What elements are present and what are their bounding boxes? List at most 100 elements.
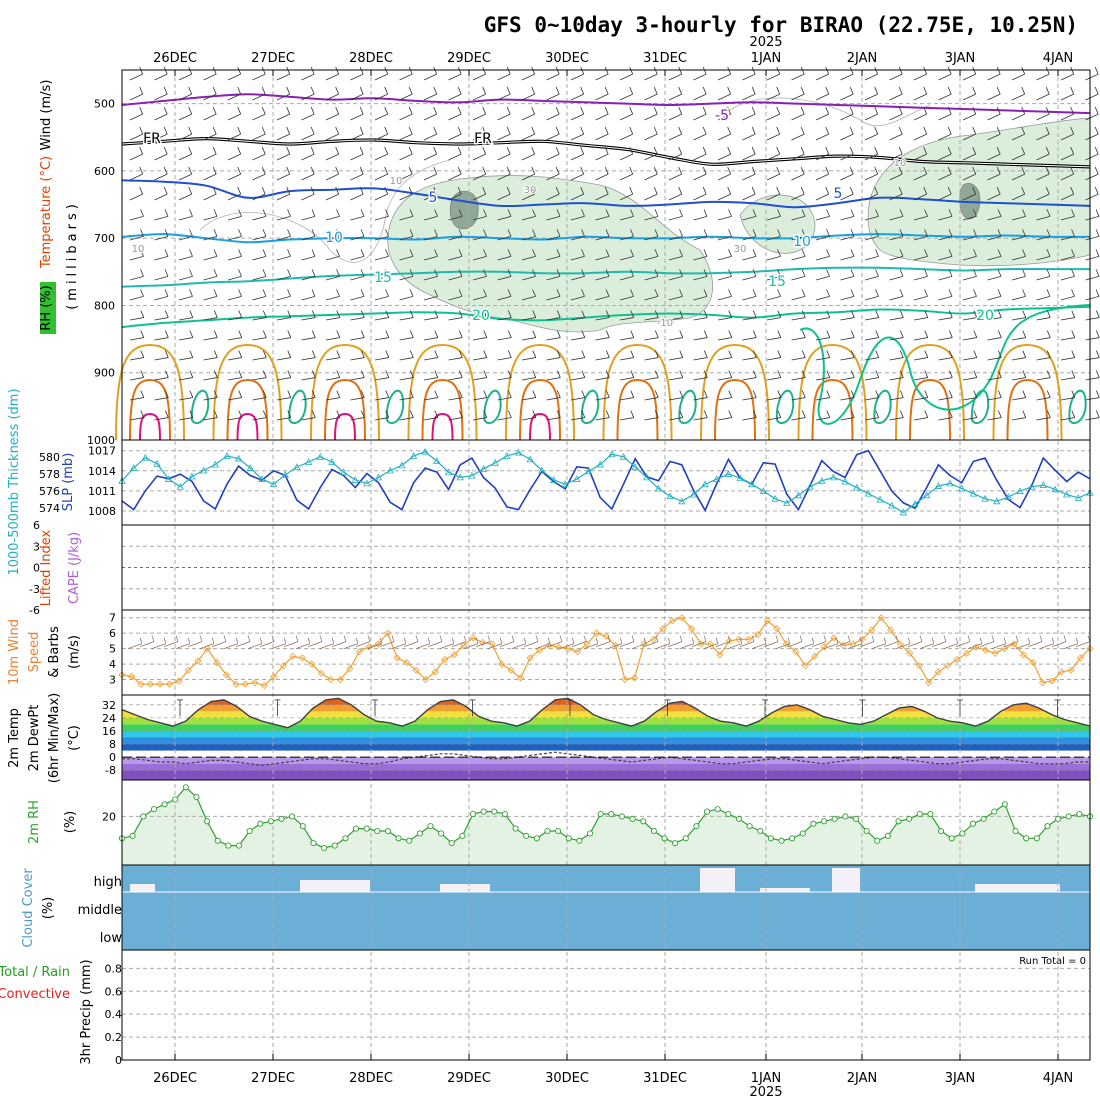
wind-barb-flag [1095, 269, 1100, 277]
wind-barb-shaft [766, 193, 780, 201]
wind-barb-flag [1071, 390, 1076, 398]
thickness-point [888, 501, 896, 509]
rh-point [586, 830, 594, 837]
wind-barb-shaft [276, 215, 291, 221]
wind-barb-flag [923, 106, 928, 115]
wind-barb-shaft [374, 193, 388, 201]
wind-barb-shaft [472, 93, 486, 101]
wind-barb-flag [703, 249, 708, 257]
thickness-point [1051, 485, 1059, 493]
wind-barb-shaft [644, 255, 659, 261]
rh-point [214, 837, 221, 844]
wind-barb-shaft [203, 215, 218, 221]
wind-barb-flag [752, 390, 757, 398]
wind-barb-shaft [497, 337, 512, 341]
rh-point [959, 830, 966, 837]
top-date-label: 28DEC [349, 51, 393, 66]
wind-barb-shaft [472, 193, 486, 201]
wind-barb-flag [874, 106, 879, 115]
surface-wind-barb [355, 641, 371, 647]
surface-wind-barb [295, 643, 311, 649]
wind-barb-shaft [399, 337, 414, 341]
wind-barb-shaft [619, 357, 634, 361]
surface-wind-barb [655, 643, 671, 649]
wind-barb-flag [997, 289, 1002, 297]
surface-wind-barb [559, 643, 575, 649]
wind-barb-flag [336, 249, 340, 257]
wind-barb-flag [336, 410, 341, 418]
wind-barb-shaft [1060, 235, 1075, 241]
wind-barb-shaft [350, 93, 364, 101]
wind-barb-flag [997, 249, 1002, 257]
wind-tick-label: 5 [109, 643, 116, 656]
wind-barb-flag [262, 310, 267, 318]
surface-wind-barb-flag [691, 637, 695, 644]
wind-barb-flag [1045, 186, 1050, 195]
wind-barb-flag [801, 330, 806, 338]
wind-barb-flag [874, 86, 879, 95]
rh-point [852, 815, 860, 822]
wind-barb-shaft [521, 397, 536, 401]
rh-point [884, 832, 891, 839]
wind-barb-shaft [815, 215, 830, 221]
wind-barb-shaft [766, 317, 781, 321]
wind-barb-flag [1046, 289, 1051, 297]
wind-barb-shaft [1085, 215, 1100, 221]
wind-barb-shaft [595, 397, 610, 401]
wind-barb-flag [800, 66, 805, 75]
wind-barb-shaft [1036, 235, 1051, 241]
wind-barb-shaft [742, 255, 757, 261]
wind-barb-flag [629, 146, 634, 155]
top-date-label: 27DEC [251, 51, 295, 66]
pressure-tick-label: 1000 [87, 434, 115, 447]
wind-barb-flag [654, 229, 659, 237]
wind-barb-flag [727, 186, 732, 195]
wind-barb-shaft [423, 133, 437, 141]
cloud-level-label: low [100, 931, 123, 946]
wind-barb-flag [849, 86, 854, 95]
wind-barb-shaft [374, 235, 389, 241]
wind-barb-shaft [889, 417, 904, 421]
wind-barb-shaft [350, 193, 364, 201]
wind-barb-shaft [962, 73, 976, 81]
rh-point [469, 810, 477, 818]
wind-barb-shaft [423, 337, 438, 341]
wind-barb-shaft [252, 153, 266, 161]
wind-barb-flag [849, 166, 854, 175]
wind-barb-flag [555, 126, 560, 135]
surface-wind-barb-flag [979, 637, 983, 644]
thickness-point [281, 470, 289, 478]
wind-barb-flag [581, 289, 585, 297]
wind-barb-shaft [766, 153, 780, 161]
wind-barb-shaft [987, 235, 1002, 241]
wind-barb-flag [213, 310, 218, 318]
wind-barb-flag [850, 289, 855, 297]
wind-barb-flag [850, 229, 855, 237]
wind-barb-shaft [595, 153, 609, 161]
contour-35 [519, 378, 561, 441]
wind-barb-flag [139, 86, 144, 95]
wind-barb-flag [384, 106, 389, 115]
wind-barb-flag [310, 146, 315, 155]
wind-barb-flag [311, 229, 316, 237]
wind-barb-flag [1071, 209, 1075, 217]
surface-wind-barb-flag [259, 637, 263, 644]
wind-speed-point [175, 677, 183, 685]
wind-barb-flag [728, 229, 732, 237]
wind-barb-flag [458, 229, 463, 237]
wind-barb-shaft [350, 235, 365, 241]
wind-barb-flag [801, 209, 806, 217]
wind-barb-shaft [570, 377, 585, 381]
wind-speed-point [156, 680, 164, 688]
surface-wind-barb-flag [727, 635, 731, 642]
thickness-point [503, 452, 511, 459]
wind-barb-flag [629, 166, 634, 175]
wind-barb-flag [604, 146, 609, 155]
wind-barb-flag [1094, 126, 1099, 135]
wind-barb-flag [679, 289, 683, 297]
wind-barb-flag [752, 350, 757, 358]
wind-barb-flag [311, 269, 316, 277]
wind-barb-flag [630, 330, 635, 338]
temp-tick-label: 32 [102, 699, 116, 712]
wind-barb-flag [702, 86, 707, 95]
